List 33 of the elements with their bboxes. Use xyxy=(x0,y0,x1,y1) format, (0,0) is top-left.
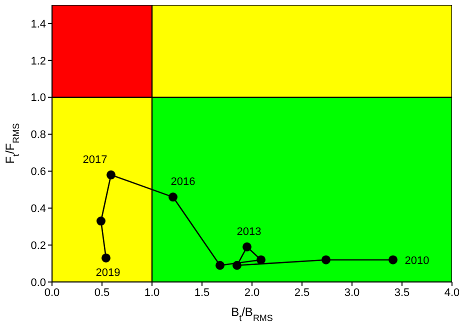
point xyxy=(388,255,398,264)
x-tick-label: 3.0 xyxy=(344,286,360,299)
x-axis-title: B$_{t}$/B$_{RMS}$ xyxy=(231,305,273,323)
x-tick-label: 2.0 xyxy=(244,286,260,299)
y-tick-label: 1.2 xyxy=(30,55,46,68)
x-tick-label: 3.5 xyxy=(394,286,410,299)
annotation: 2016 xyxy=(170,176,196,188)
point xyxy=(106,170,116,180)
point xyxy=(322,255,330,264)
point xyxy=(216,260,224,270)
y-tick-label: 1.0 xyxy=(30,92,46,104)
annotation: 2017 xyxy=(82,154,108,166)
point xyxy=(242,242,252,252)
point xyxy=(102,253,110,262)
point xyxy=(256,255,266,264)
point xyxy=(168,192,178,202)
y-tick-label: 1.4 xyxy=(30,18,46,30)
y-tick-label: 0.4 xyxy=(30,203,46,216)
annotation: 2013 xyxy=(236,226,262,238)
y-tick-label: 0.6 xyxy=(30,166,46,178)
y-tick-label: 0.0 xyxy=(30,276,46,289)
x-tick-label: 1.0 xyxy=(144,286,160,299)
x-tick-label: 1.5 xyxy=(194,286,210,299)
y-tick-label: 0.2 xyxy=(30,240,46,252)
y-tick-label: 0.8 xyxy=(30,129,46,142)
x-tick-label: 0.5 xyxy=(94,286,110,299)
point xyxy=(232,260,242,270)
x-tick-label: 2.5 xyxy=(294,286,310,299)
annotation: 2010 xyxy=(404,254,430,267)
point xyxy=(96,216,106,226)
x-tick-label: 4.0 xyxy=(444,286,459,299)
annotation: 2019 xyxy=(96,266,120,279)
x-tick-label: 0.0 xyxy=(44,286,60,299)
